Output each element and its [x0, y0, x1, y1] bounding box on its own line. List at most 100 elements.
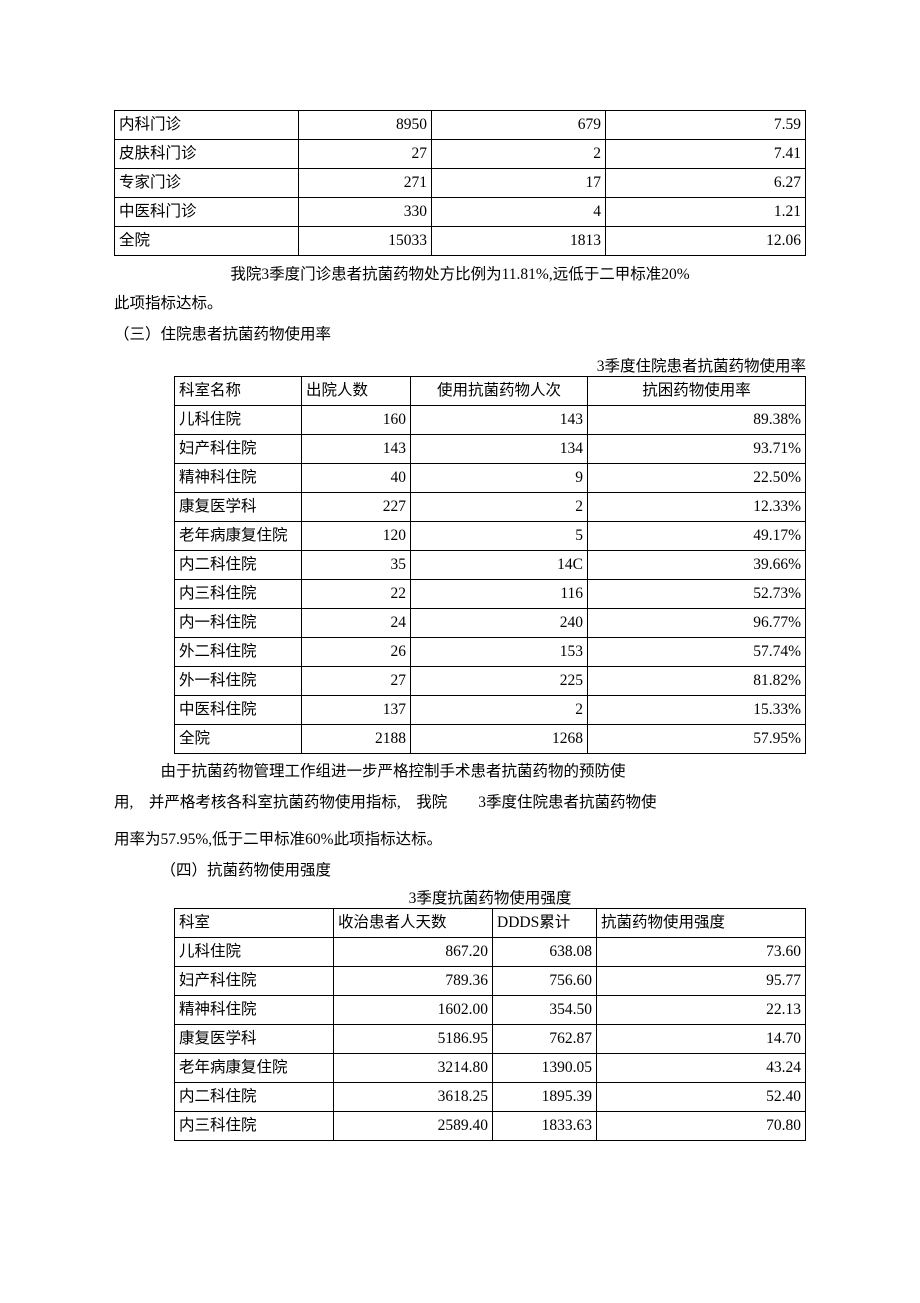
num-cell: 15.33% [588, 696, 806, 725]
dept-cell: 全院 [175, 725, 302, 754]
num-cell: 5 [411, 522, 588, 551]
num-cell: 57.74% [588, 638, 806, 667]
col-header: DDDS累计 [493, 909, 597, 938]
num-cell: 225 [411, 667, 588, 696]
num-cell: 227 [302, 493, 411, 522]
num-cell: 49.17% [588, 522, 806, 551]
num-cell: 330 [299, 198, 432, 227]
heading-3: （三）住院患者抗菌药物使用率 [114, 319, 806, 350]
num-cell: 240 [411, 609, 588, 638]
num-cell: 81.82% [588, 667, 806, 696]
table-row: 内二科住院3618.251895.3952.40 [175, 1083, 806, 1112]
num-cell: 12.33% [588, 493, 806, 522]
num-cell: 57.95% [588, 725, 806, 754]
table-header-row: 科室名称出院人数使用抗菌药物人次抗困药物使用率 [175, 377, 806, 406]
table-row: 老年病康复住院3214.801390.0543.24 [175, 1054, 806, 1083]
num-cell: 867.20 [334, 938, 493, 967]
num-cell: 5186.95 [334, 1025, 493, 1054]
num-cell: 89.38% [588, 406, 806, 435]
num-cell: 14.70 [597, 1025, 806, 1054]
num-cell: 93.71% [588, 435, 806, 464]
dept-cell: 内二科住院 [175, 1083, 334, 1112]
num-cell: 15033 [299, 227, 432, 256]
num-cell: 27 [302, 667, 411, 696]
col-header: 抗困药物使用率 [588, 377, 806, 406]
num-cell: 756.60 [493, 967, 597, 996]
num-cell: 271 [299, 169, 432, 198]
dept-cell: 皮肤科门诊 [115, 140, 299, 169]
intensity-table: 科室收治患者人天数DDDS累计抗菌药物使用强度儿科住院867.20638.087… [174, 908, 806, 1141]
table-row: 精神科住院1602.00354.5022.13 [175, 996, 806, 1025]
para-1: 此项指标达标。 [114, 288, 806, 319]
table-row: 内二科住院3514C39.66% [175, 551, 806, 580]
dept-cell: 中医科门诊 [115, 198, 299, 227]
num-cell: 2589.40 [334, 1112, 493, 1141]
para-2a: 由于抗菌药物管理工作组进一步严格控制手术患者抗菌药物的预防使 [114, 756, 806, 787]
dept-cell: 外二科住院 [175, 638, 302, 667]
table-row: 内一科住院2424096.77% [175, 609, 806, 638]
table-row: 外一科住院2722581.82% [175, 667, 806, 696]
table1-caption: 我院3季度门诊患者抗菌药物处方比例为11.81%,远低于二甲标准20% [114, 262, 806, 284]
num-cell: 14C [411, 551, 588, 580]
dept-cell: 老年病康复住院 [175, 1054, 334, 1083]
dept-cell: 儿科住院 [175, 938, 334, 967]
table-row: 全院15033181312.06 [115, 227, 806, 256]
table-row: 妇产科住院789.36756.6095.77 [175, 967, 806, 996]
num-cell: 3618.25 [334, 1083, 493, 1112]
num-cell: 143 [411, 406, 588, 435]
num-cell: 153 [411, 638, 588, 667]
dept-cell: 全院 [115, 227, 299, 256]
para-2c: 用率为57.95%,低于二甲标准60%此项指标达标。 [114, 824, 806, 855]
dept-cell: 康复医学科 [175, 493, 302, 522]
num-cell: 1390.05 [493, 1054, 597, 1083]
num-cell: 638.08 [493, 938, 597, 967]
dept-cell: 精神科住院 [175, 464, 302, 493]
num-cell: 70.80 [597, 1112, 806, 1141]
table-row: 中医科门诊33041.21 [115, 198, 806, 227]
dept-cell: 内二科住院 [175, 551, 302, 580]
table-row: 儿科住院867.20638.0873.60 [175, 938, 806, 967]
table-row: 儿科住院16014389.38% [175, 406, 806, 435]
num-cell: 8950 [299, 111, 432, 140]
num-cell: 134 [411, 435, 588, 464]
num-cell: 1602.00 [334, 996, 493, 1025]
table-header-row: 科室收治患者人天数DDDS累计抗菌药物使用强度 [175, 909, 806, 938]
table-row: 内三科住院2211652.73% [175, 580, 806, 609]
table-row: 内三科住院2589.401833.6370.80 [175, 1112, 806, 1141]
col-header: 科室 [175, 909, 334, 938]
num-cell: 40 [302, 464, 411, 493]
num-cell: 2188 [302, 725, 411, 754]
num-cell: 17 [432, 169, 606, 198]
table3-title: 3季度抗菌药物使用强度 [174, 886, 806, 908]
num-cell: 26 [302, 638, 411, 667]
dept-cell: 内三科住院 [175, 1112, 334, 1141]
inpatient-rate-table: 科室名称出院人数使用抗菌药物人次抗困药物使用率儿科住院16014389.38%妇… [174, 376, 806, 754]
num-cell: 354.50 [493, 996, 597, 1025]
num-cell: 679 [432, 111, 606, 140]
num-cell: 2 [432, 140, 606, 169]
num-cell: 22.13 [597, 996, 806, 1025]
dept-cell: 内科门诊 [115, 111, 299, 140]
num-cell: 160 [302, 406, 411, 435]
col-header: 抗菌药物使用强度 [597, 909, 806, 938]
num-cell: 3214.80 [334, 1054, 493, 1083]
num-cell: 12.06 [606, 227, 806, 256]
num-cell: 7.59 [606, 111, 806, 140]
dept-cell: 老年病康复住院 [175, 522, 302, 551]
num-cell: 22.50% [588, 464, 806, 493]
num-cell: 1813 [432, 227, 606, 256]
table2-title: 3季度住院患者抗菌药物使用率 [174, 354, 806, 376]
table-row: 内科门诊89506797.59 [115, 111, 806, 140]
outpatient-table: 内科门诊89506797.59皮肤科门诊2727.41专家门诊271176.27… [114, 110, 806, 256]
num-cell: 2 [411, 493, 588, 522]
table-row: 老年病康复住院120549.17% [175, 522, 806, 551]
dept-cell: 内三科住院 [175, 580, 302, 609]
num-cell: 22 [302, 580, 411, 609]
num-cell: 4 [432, 198, 606, 227]
dept-cell: 妇产科住院 [175, 967, 334, 996]
num-cell: 1833.63 [493, 1112, 597, 1141]
num-cell: 43.24 [597, 1054, 806, 1083]
num-cell: 6.27 [606, 169, 806, 198]
table-row: 妇产科住院14313493.71% [175, 435, 806, 464]
dept-cell: 专家门诊 [115, 169, 299, 198]
